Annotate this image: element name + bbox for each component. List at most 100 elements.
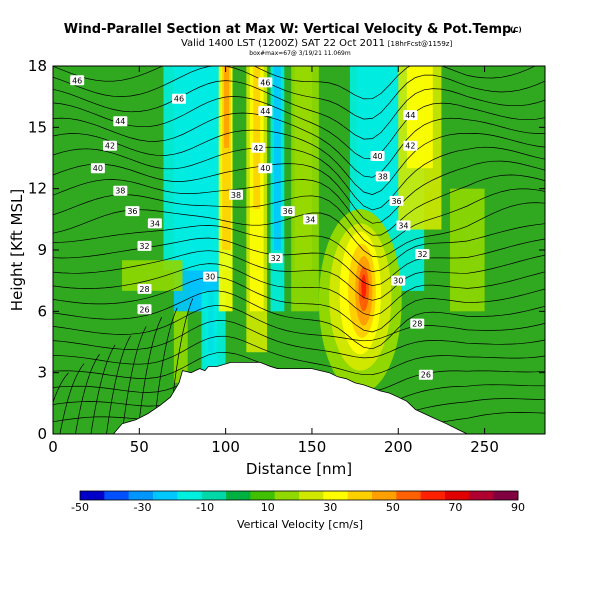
x-tick-label: 200 [384, 438, 413, 456]
isentrope-21 [53, 80, 545, 140]
surface-contour-3 [90, 344, 116, 434]
theta-label-text: 34 [305, 215, 315, 224]
y-tick-label: 0 [37, 425, 47, 443]
colorbar-tick-label: -30 [134, 501, 152, 514]
colorbar-swatch [201, 491, 227, 500]
theta-label: 30 [391, 275, 406, 286]
theta-label-text: 36 [127, 207, 137, 216]
isentrope-8 [53, 276, 545, 333]
theta-label: 28 [410, 318, 425, 329]
theta-label-text: 26 [139, 305, 149, 314]
theta-label-text: 30 [393, 277, 403, 286]
w-band-13 [273, 66, 281, 250]
colorbar-swatch [104, 491, 130, 500]
colorbar-tick-label: 30 [323, 501, 337, 514]
theta-label: 34 [303, 214, 318, 225]
isentrope-15 [53, 174, 545, 236]
copyright-mark: (C) [510, 26, 522, 34]
x-tick-label: 50 [130, 438, 149, 456]
colorbar-tick-label: 70 [448, 501, 462, 514]
theta-label-text: 28 [412, 320, 422, 329]
isentrope-18 [53, 129, 545, 195]
isentrope-22 [53, 66, 545, 120]
theta-label: 38 [375, 171, 390, 182]
colorbar-swatch [250, 491, 276, 500]
isentrope-14 [53, 188, 545, 247]
colorbar-swatch [274, 491, 300, 500]
theta-label: 44 [403, 110, 418, 121]
theta-label-text: 42 [405, 142, 415, 151]
info-line: box#max=67@ 3/19/21 11.069m [249, 50, 351, 57]
theta-label: 34 [396, 220, 411, 231]
chart-subtitle: Valid 1400 LST (1200Z) SAT 22 Oct 2011 [181, 38, 385, 49]
theta-label-text: 46 [260, 78, 270, 87]
theta-label-text: 38 [378, 172, 388, 181]
theta-label: 36 [125, 206, 140, 217]
theta-label-text: 44 [115, 117, 125, 126]
theta-label-text: 32 [271, 254, 281, 263]
w-band-15 [291, 66, 319, 312]
theta-label-text: 32 [139, 242, 149, 251]
isentrope-10 [53, 250, 545, 301]
theta-label: 42 [403, 140, 418, 151]
surface-contour-2 [75, 354, 100, 434]
theta-label: 42 [102, 140, 117, 151]
y-tick-label: 9 [37, 241, 47, 259]
isentrope-19 [53, 112, 545, 178]
updraft-core-6 [361, 274, 367, 300]
colorbar-tick-label: -10 [196, 501, 214, 514]
theta-label: 46 [258, 77, 273, 88]
surface-contour-1 [59, 363, 85, 434]
surface-contour-0 [53, 372, 69, 404]
theta-label: 46 [172, 93, 187, 104]
theta-label: 46 [70, 75, 85, 86]
theta-label: 26 [137, 304, 152, 315]
theta-label: 32 [415, 249, 430, 259]
x-tick-label: 150 [298, 438, 327, 456]
w-band-20 [450, 188, 485, 312]
theta-label-text: 38 [115, 187, 125, 196]
isentrope-11 [53, 237, 545, 287]
theta-label-text: 28 [139, 285, 149, 294]
y-tick-label: 12 [28, 180, 47, 198]
theta-label-text: 42 [105, 142, 115, 151]
y-tick-label: 6 [37, 302, 47, 320]
theta-label-text: 36 [283, 207, 293, 216]
isentrope-20 [53, 96, 545, 159]
w-band-11 [253, 66, 261, 210]
theta-label: 44 [258, 105, 273, 116]
colorbar-swatch [323, 491, 349, 500]
theta-label-text: 40 [260, 164, 270, 173]
theta-label: 28 [137, 283, 152, 294]
x-tick-label: 250 [470, 438, 499, 456]
x-axis-label: Distance [nm] [246, 460, 352, 478]
colorbar-swatch [493, 491, 519, 500]
colorbar-swatch [226, 491, 251, 500]
w-band-22 [122, 260, 183, 291]
theta-label: 40 [370, 150, 385, 161]
isentrope-12 [53, 223, 545, 272]
colorbar-swatch [420, 491, 446, 500]
isentrope-6 [53, 304, 545, 342]
colorbar-swatch [299, 491, 324, 500]
colorbar-label: Vertical Velocity [cm/s] [237, 518, 363, 531]
theta-label: 40 [258, 163, 273, 174]
theta-label: 44 [113, 116, 128, 127]
theta-label-text: 30 [205, 273, 215, 282]
w-band-8 [223, 66, 230, 148]
y-tick-label: 15 [28, 118, 47, 136]
x-tick-label: 0 [48, 438, 58, 456]
isentrope-9 [53, 263, 545, 317]
colorbar-swatch [128, 491, 154, 500]
theta-label-text: 40 [93, 164, 103, 173]
theta-label: 40 [90, 163, 105, 174]
y-tick-label: 3 [37, 364, 47, 382]
y-axis-label: Height [Kft MSL] [8, 189, 26, 311]
colorbar-swatch [80, 491, 105, 500]
theta-label-text: 34 [150, 219, 160, 228]
x-tick-label: 100 [211, 438, 240, 456]
theta-label-text: 36 [391, 197, 401, 206]
theta-label: 38 [228, 189, 243, 200]
